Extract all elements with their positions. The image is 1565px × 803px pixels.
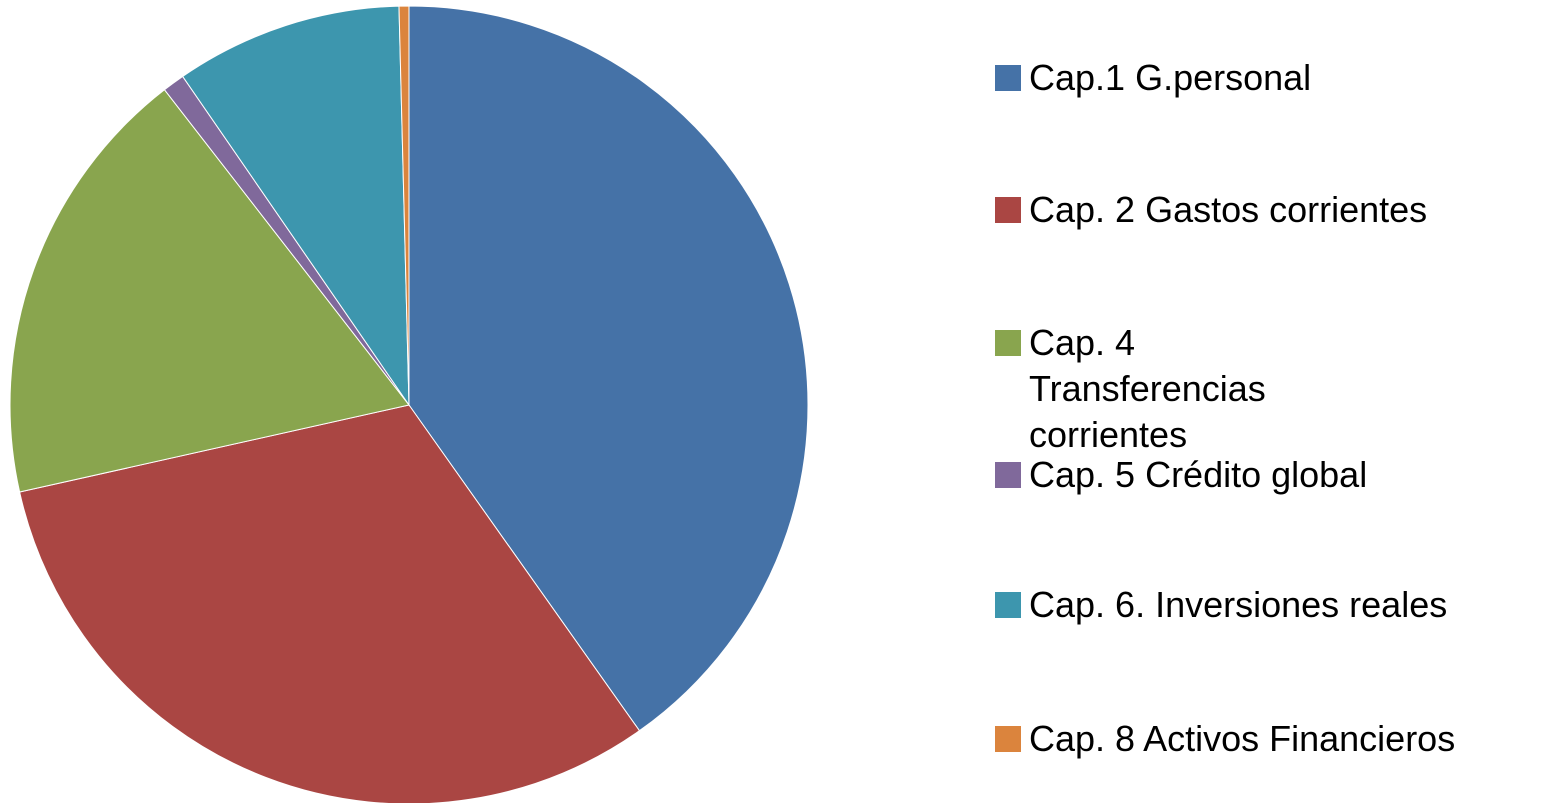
legend-swatch: [995, 592, 1021, 618]
legend-item: Cap. 5 Crédito global: [995, 452, 1367, 498]
pie-slice: [19, 404, 641, 803]
legend-label: Cap. 4 Transferencias corrientes: [1029, 322, 1266, 455]
pie-area: [9, 5, 809, 803]
legend-swatch: [995, 65, 1021, 91]
pie-slice: [398, 5, 410, 406]
legend-label: Cap. 5 Crédito global: [1029, 454, 1368, 495]
legend-item: Cap. 8 Activos Financieros: [995, 716, 1455, 762]
legend-item: Cap.1 G.personal: [995, 55, 1311, 101]
legend-swatch: [995, 197, 1021, 223]
pie-slice: [408, 5, 809, 732]
legend-item: Cap. 4 Transferencias corrientes: [995, 320, 1325, 458]
legend-label: Cap.1 G.personal: [1029, 57, 1312, 98]
legend-item: Cap. 2 Gastos corrientes: [995, 187, 1427, 233]
pie-slice: [181, 5, 410, 407]
legend-label: Cap. 2 Gastos corrientes: [1029, 189, 1428, 230]
pie-slice: [9, 89, 410, 493]
legend-swatch: [995, 330, 1021, 356]
legend-label: Cap. 8 Activos Financieros: [1029, 718, 1456, 759]
legend-label: Cap. 6. Inversiones reales: [1029, 584, 1448, 625]
legend-item: Cap. 6. Inversiones reales: [995, 582, 1447, 628]
legend-swatch: [995, 462, 1021, 488]
legend-swatch: [995, 726, 1021, 752]
